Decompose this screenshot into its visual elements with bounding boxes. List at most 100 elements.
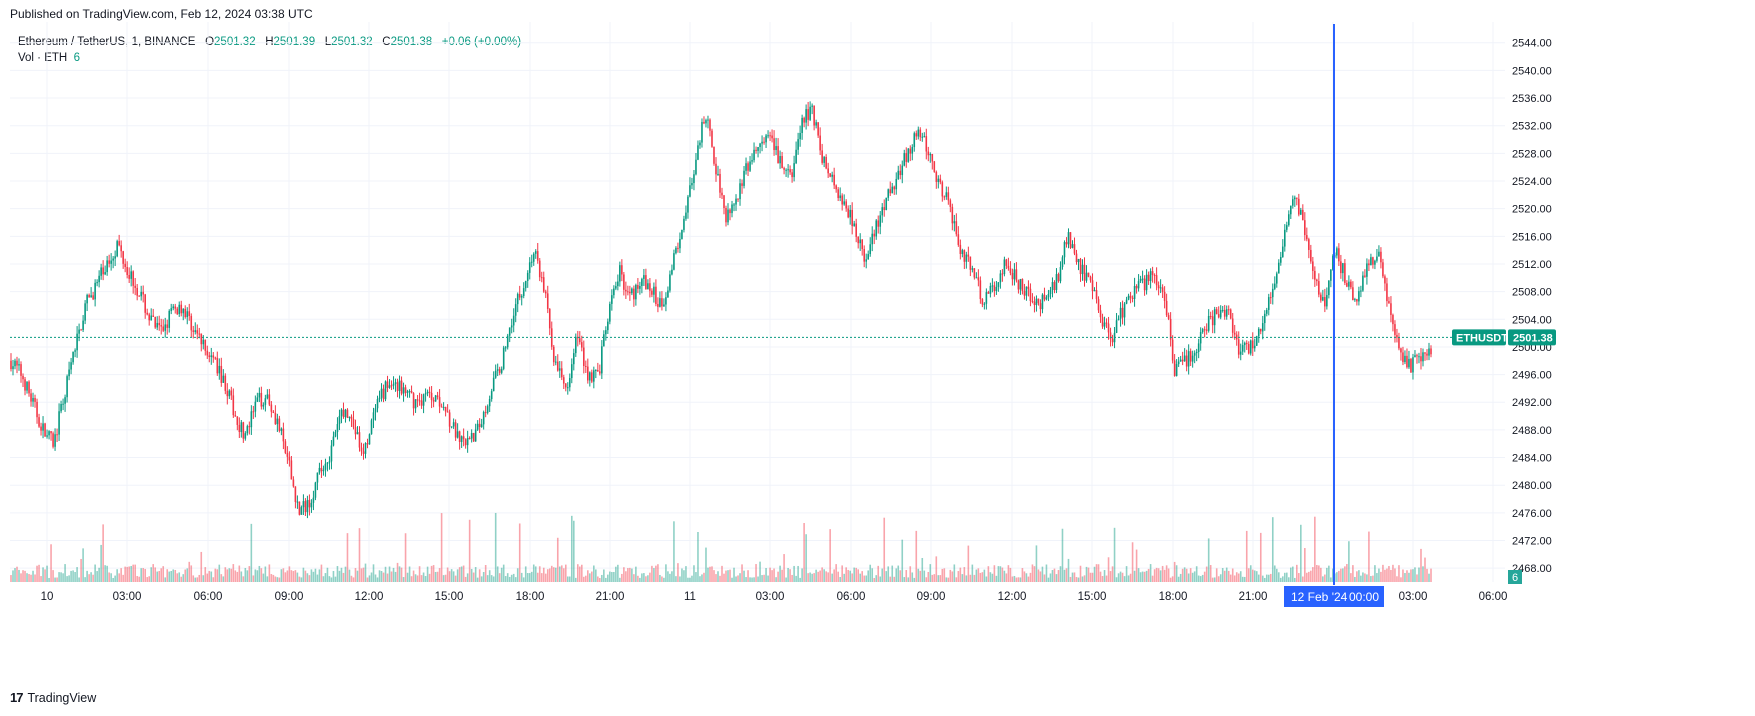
candle-body xyxy=(701,122,703,143)
candle-body xyxy=(456,431,459,438)
candle-body xyxy=(1159,287,1162,289)
candle-body xyxy=(522,288,525,296)
volume-bar xyxy=(518,523,521,582)
volume-bar xyxy=(1155,567,1158,582)
volume-bar xyxy=(94,564,96,582)
candle-body xyxy=(96,282,98,284)
candle-body xyxy=(282,428,285,442)
candle-body xyxy=(22,375,24,380)
candle-body xyxy=(863,249,866,262)
volume-bar xyxy=(266,576,269,582)
footer-brand[interactable]: 17 TradingView xyxy=(10,690,96,705)
legend-change-value: +0.06 (+0.00%) xyxy=(441,36,522,48)
candle-body xyxy=(1304,220,1306,236)
volume-bar xyxy=(1269,573,1272,582)
candle-body xyxy=(809,106,811,120)
volume-bar xyxy=(1372,575,1374,582)
volume-bar xyxy=(943,568,946,582)
candle-body xyxy=(14,360,16,367)
volume-bar xyxy=(36,565,38,582)
volume-bar xyxy=(1398,565,1400,582)
candle-body xyxy=(142,291,144,295)
candle-body xyxy=(508,327,511,336)
price-axis[interactable]: 2468.002472.002476.002480.002484.002488.… xyxy=(1512,38,1552,575)
candle-body xyxy=(609,303,611,322)
volume-bar xyxy=(1356,571,1358,582)
candle-body xyxy=(1366,263,1368,277)
candle-body xyxy=(230,390,233,396)
candle-body xyxy=(80,329,82,331)
candle-body xyxy=(386,381,389,388)
time-axis[interactable]: 10 03:00 06:00 09:00 12:00 15:00 18:00 21:00 11 0… xyxy=(41,591,1508,603)
candle-body xyxy=(1175,364,1178,376)
candle-body xyxy=(102,267,104,275)
candle-body xyxy=(138,295,140,297)
candle-body xyxy=(1179,359,1182,362)
candle-body xyxy=(1147,274,1150,282)
volume-bar xyxy=(90,572,92,582)
volume-bar xyxy=(34,574,36,582)
candle-body xyxy=(689,185,691,197)
volume-bar xyxy=(308,575,311,582)
volume-bar xyxy=(80,558,82,582)
volume-bar xyxy=(729,569,731,582)
candle-body xyxy=(1005,259,1008,266)
legend-symbol[interactable]: Ethereum / TetherUS, 1, BINANCE xyxy=(18,36,196,48)
volume-bar xyxy=(1189,568,1192,582)
volume-bar xyxy=(284,572,287,582)
candle-body xyxy=(82,320,84,330)
volume-bar xyxy=(64,564,66,582)
volume-bar xyxy=(647,575,649,582)
candle-body xyxy=(1430,348,1432,355)
volume-bar xyxy=(1203,571,1206,582)
candle-body xyxy=(1161,287,1164,292)
volume-bar xyxy=(801,568,803,582)
volume-bar xyxy=(1035,545,1038,582)
candle-body xyxy=(779,156,781,164)
candle-body xyxy=(322,469,325,472)
candle-body xyxy=(1300,209,1302,215)
candle-body xyxy=(556,361,559,371)
volume-bar xyxy=(1091,572,1094,582)
candle-body xyxy=(12,366,14,370)
candle-body xyxy=(516,293,519,305)
volume-bar xyxy=(310,569,313,582)
candle-body xyxy=(781,156,783,168)
volume-bar xyxy=(1115,577,1118,582)
candle-body xyxy=(528,262,531,273)
candle-body xyxy=(899,170,902,176)
volume-bar xyxy=(408,566,411,582)
volume-bar xyxy=(560,565,563,582)
volume-bar xyxy=(743,570,745,582)
volume-bar xyxy=(416,575,419,582)
volume-bar xyxy=(1296,564,1298,582)
volume-bar xyxy=(1021,568,1024,582)
candle-body xyxy=(228,390,231,397)
candle-body xyxy=(893,186,896,190)
candle-body xyxy=(540,277,543,279)
volume-bar xyxy=(1374,565,1376,582)
candle-body xyxy=(981,299,984,305)
volume-bar xyxy=(783,554,785,582)
candle-body xyxy=(1219,310,1222,318)
volume-bar xyxy=(879,576,882,582)
volume-bar xyxy=(1111,566,1114,582)
volume-bar xyxy=(550,565,553,582)
price-axis-label: 2540.00 xyxy=(1512,65,1552,77)
candle-body xyxy=(532,253,535,262)
legend-volume-label[interactable]: Vol · ETH xyxy=(18,52,68,64)
volume-bar xyxy=(615,566,617,582)
candle-body xyxy=(919,129,922,138)
candle-body xyxy=(1410,358,1412,373)
candle-body xyxy=(538,260,541,278)
candle-body xyxy=(953,221,956,224)
volume-bar xyxy=(254,569,257,582)
volume-bar xyxy=(723,573,725,582)
volume-bar xyxy=(837,571,839,582)
candle-body xyxy=(370,420,373,435)
candle-body xyxy=(54,434,56,447)
candle-body xyxy=(484,412,487,414)
candlestick-series xyxy=(10,101,1432,519)
volume-bar xyxy=(152,564,155,582)
